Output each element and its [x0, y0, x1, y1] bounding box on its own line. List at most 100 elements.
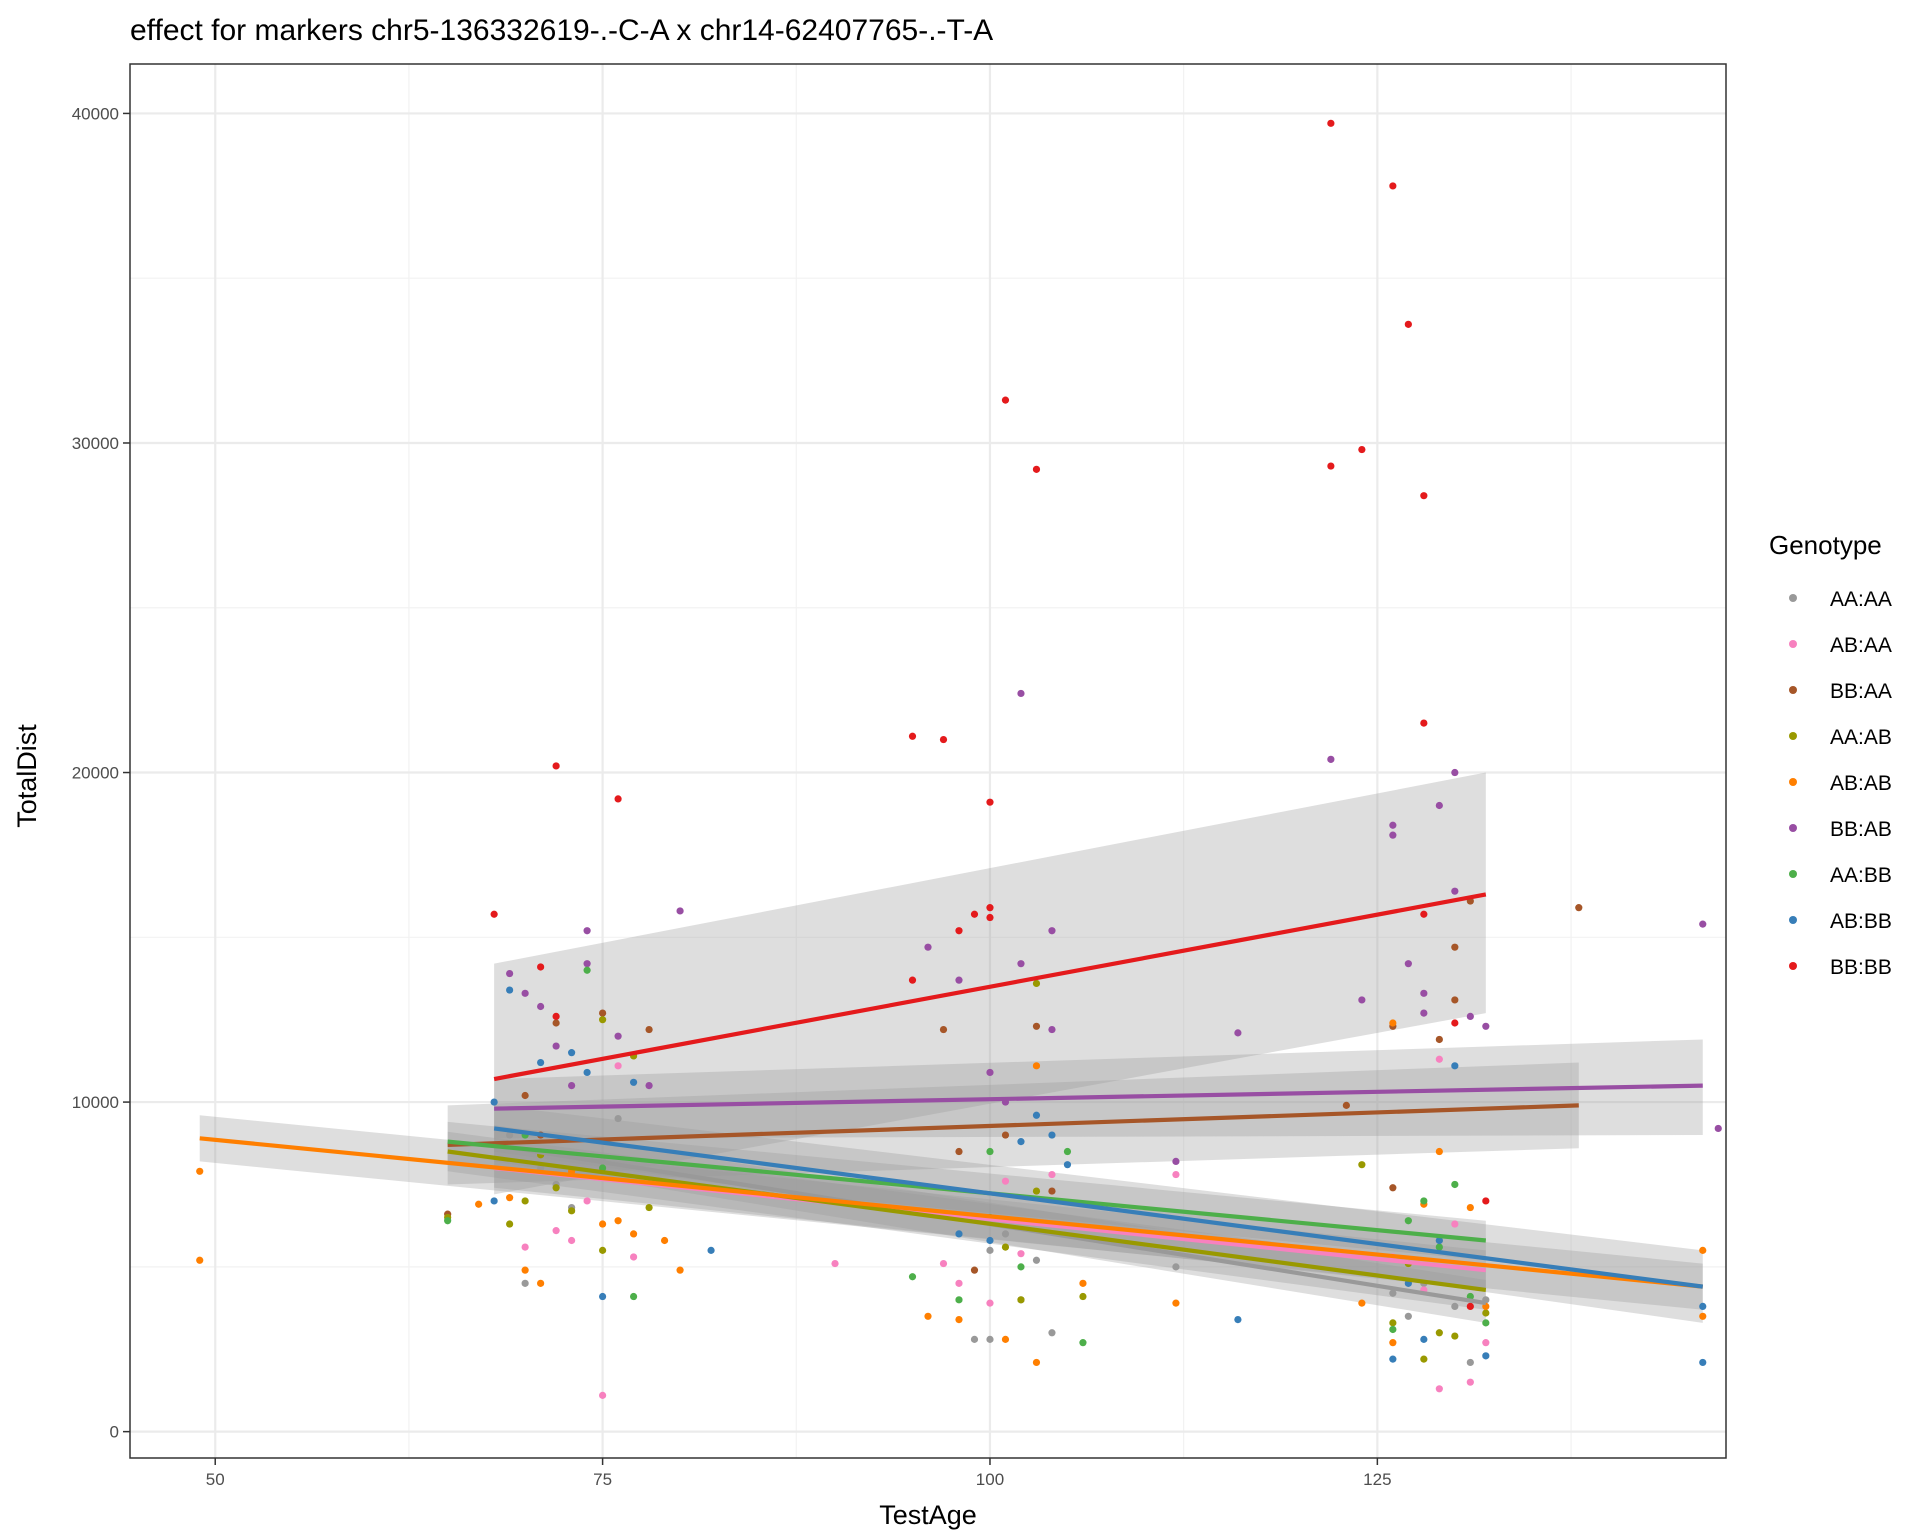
data-point — [1389, 1184, 1397, 1192]
fit-line — [447, 1103, 1579, 1148]
data-point — [1435, 1147, 1443, 1156]
data-point — [970, 1266, 979, 1274]
data-point — [506, 1131, 514, 1139]
data-point — [939, 1025, 948, 1034]
data-point — [1032, 979, 1041, 988]
data-point — [955, 1147, 963, 1156]
data-point — [1048, 1025, 1056, 1034]
axes: 50 75 100 125 0 10000 20000 30000 40000 — [72, 104, 1392, 1489]
data-point — [599, 1220, 607, 1228]
legend-label: AB:BB — [1830, 910, 1892, 933]
data-point — [1482, 1319, 1490, 1327]
data-point — [1451, 887, 1459, 895]
data-point — [970, 910, 979, 918]
data-point — [444, 1217, 452, 1225]
data-point — [552, 1227, 560, 1235]
data-point — [1032, 1256, 1041, 1264]
data-point — [599, 1292, 607, 1301]
data-point — [1032, 465, 1041, 473]
data-point — [506, 969, 514, 978]
legend-label: BB:AB — [1830, 818, 1892, 841]
data-point — [676, 907, 684, 915]
data-point — [1420, 1009, 1428, 1017]
legend-key — [1789, 594, 1797, 602]
data-point — [955, 1230, 963, 1238]
data-point — [1017, 1250, 1025, 1258]
data-point — [1699, 920, 1707, 928]
legend-key — [1789, 778, 1797, 786]
y-tick-label: 10000 — [72, 1093, 119, 1112]
data-point — [1001, 1243, 1010, 1251]
data-point — [583, 1068, 591, 1077]
data-point — [614, 1062, 622, 1070]
data-point — [1389, 831, 1397, 839]
data-point — [1482, 1197, 1490, 1205]
data-point — [1001, 1335, 1010, 1343]
data-point — [1466, 1358, 1474, 1367]
data-point — [490, 1197, 498, 1205]
data-point — [629, 1292, 638, 1301]
legend-title: Genotype — [1769, 530, 1882, 560]
data-point — [986, 1299, 994, 1307]
data-point — [521, 1266, 529, 1274]
data-point — [1001, 396, 1010, 404]
data-point — [552, 1184, 560, 1192]
data-point — [1435, 1329, 1443, 1337]
data-point — [1482, 1022, 1490, 1030]
data-point — [614, 1217, 622, 1225]
data-point — [552, 1019, 560, 1027]
data-point — [1234, 1315, 1242, 1324]
x-tick-label: 50 — [206, 1470, 225, 1489]
data-point — [1172, 1299, 1180, 1307]
data-point — [645, 1025, 653, 1034]
data-point — [1063, 1147, 1072, 1156]
data-point — [196, 1256, 204, 1264]
scatter-points — [196, 119, 1722, 1399]
data-point — [1420, 1197, 1428, 1205]
data-point — [521, 1197, 529, 1205]
confidence-band — [494, 1105, 1703, 1323]
fit-line — [494, 1083, 1703, 1111]
fit-lines — [199, 892, 1704, 1306]
data-point — [1063, 1161, 1072, 1169]
data-point — [1699, 1358, 1707, 1367]
data-point — [1389, 1019, 1397, 1027]
x-axis-title: TestAge — [879, 1500, 977, 1530]
y-axis-title: TotalDist — [12, 724, 42, 828]
data-point — [1389, 1289, 1397, 1297]
data-point — [583, 927, 591, 935]
data-point — [1172, 1157, 1180, 1166]
data-point — [1234, 1029, 1242, 1037]
data-point — [614, 1114, 622, 1123]
data-point — [939, 735, 948, 744]
data-point — [1451, 768, 1459, 777]
data-point — [1342, 1101, 1350, 1109]
data-point — [599, 1164, 607, 1172]
data-point — [955, 927, 963, 935]
data-point — [939, 1259, 948, 1268]
data-point — [537, 1002, 545, 1011]
data-point — [1032, 1111, 1041, 1119]
data-point — [552, 1042, 560, 1050]
legend-label: AB:AB — [1830, 772, 1892, 795]
data-point — [676, 1266, 684, 1274]
legend-label: AA:BB — [1830, 864, 1892, 887]
data-point — [908, 1273, 917, 1281]
data-point — [568, 1082, 576, 1090]
data-point — [1032, 1358, 1041, 1367]
data-point — [1358, 1299, 1366, 1307]
data-point — [1389, 821, 1397, 829]
data-point — [568, 1236, 576, 1245]
data-point — [1466, 1302, 1474, 1311]
data-point — [1017, 1263, 1025, 1271]
data-point — [1451, 1302, 1459, 1311]
legend-key — [1789, 824, 1797, 832]
data-point — [1079, 1279, 1087, 1287]
data-point — [1420, 492, 1428, 500]
data-point — [614, 795, 622, 803]
data-point — [924, 943, 932, 951]
data-point — [1079, 1292, 1087, 1301]
data-point — [1451, 1220, 1459, 1228]
data-point — [568, 1207, 576, 1215]
data-point — [537, 1058, 545, 1067]
